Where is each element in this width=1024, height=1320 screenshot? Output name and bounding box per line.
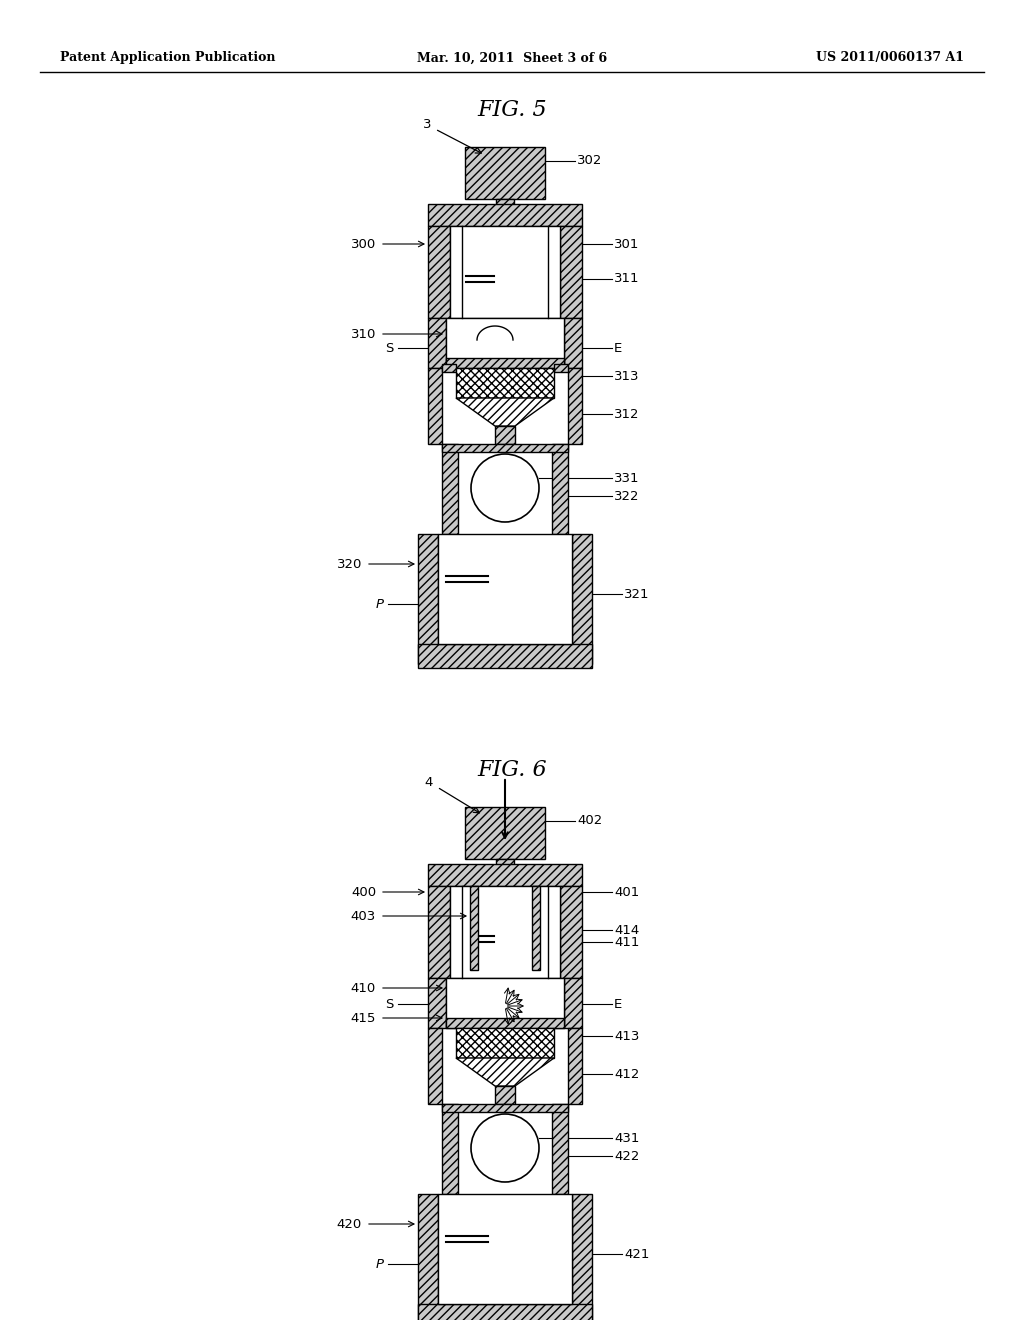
Circle shape xyxy=(471,1114,539,1181)
Bar xyxy=(446,358,564,368)
Bar xyxy=(418,644,592,668)
Text: 3: 3 xyxy=(423,119,431,132)
Text: 431: 431 xyxy=(614,1131,639,1144)
Text: 320: 320 xyxy=(337,557,362,570)
Bar xyxy=(442,1104,568,1111)
Bar xyxy=(442,1104,458,1195)
Bar xyxy=(554,364,568,372)
Text: FIG. 6: FIG. 6 xyxy=(477,759,547,781)
Text: 410: 410 xyxy=(351,982,376,994)
Text: E: E xyxy=(614,342,623,355)
Bar xyxy=(428,368,442,444)
Bar xyxy=(442,444,458,535)
Bar xyxy=(450,226,560,318)
Bar xyxy=(495,1086,515,1104)
Text: 412: 412 xyxy=(614,1068,639,1081)
Bar xyxy=(428,1028,442,1104)
Text: US 2011/0060137 A1: US 2011/0060137 A1 xyxy=(816,51,964,65)
Text: 413: 413 xyxy=(614,1030,639,1043)
Text: 422: 422 xyxy=(614,1150,639,1163)
Bar xyxy=(442,364,456,372)
Text: 313: 313 xyxy=(614,370,640,383)
Text: 312: 312 xyxy=(614,408,640,421)
Bar xyxy=(456,368,554,399)
Bar xyxy=(552,1104,568,1195)
Text: FIG. 5: FIG. 5 xyxy=(477,99,547,121)
Text: 331: 331 xyxy=(614,471,640,484)
Text: 322: 322 xyxy=(614,490,640,503)
Text: 403: 403 xyxy=(351,909,376,923)
Bar xyxy=(418,1195,438,1320)
Bar xyxy=(446,978,564,1028)
Text: S: S xyxy=(386,342,394,355)
Circle shape xyxy=(471,454,539,521)
Bar xyxy=(496,859,514,894)
Bar xyxy=(465,147,545,199)
Text: 400: 400 xyxy=(351,886,376,899)
Bar xyxy=(564,978,582,1028)
Text: E: E xyxy=(614,998,623,1011)
Text: 302: 302 xyxy=(577,154,602,168)
Bar xyxy=(418,535,438,664)
Bar xyxy=(552,444,568,535)
Text: 311: 311 xyxy=(614,272,640,285)
Bar xyxy=(428,978,446,1028)
Bar xyxy=(450,886,560,978)
Bar xyxy=(568,1028,582,1104)
Bar xyxy=(418,1304,592,1320)
Bar xyxy=(572,535,592,664)
Text: 300: 300 xyxy=(351,238,376,251)
Text: 421: 421 xyxy=(624,1247,649,1261)
Text: P: P xyxy=(376,598,384,610)
Bar xyxy=(496,199,514,234)
Bar xyxy=(428,226,450,318)
Text: 301: 301 xyxy=(614,238,639,251)
Text: Patent Application Publication: Patent Application Publication xyxy=(60,51,275,65)
Polygon shape xyxy=(456,1059,554,1086)
Bar xyxy=(442,444,568,451)
Text: 321: 321 xyxy=(624,587,649,601)
Text: 415: 415 xyxy=(350,1011,376,1024)
Text: 414: 414 xyxy=(614,924,639,936)
Bar xyxy=(438,1195,572,1304)
Text: 310: 310 xyxy=(350,327,376,341)
Bar xyxy=(428,205,582,226)
Bar xyxy=(446,1018,564,1028)
Bar xyxy=(428,886,450,978)
Text: 411: 411 xyxy=(614,936,639,949)
Bar xyxy=(428,865,582,886)
Bar xyxy=(438,535,572,644)
Text: Mar. 10, 2011  Sheet 3 of 6: Mar. 10, 2011 Sheet 3 of 6 xyxy=(417,51,607,65)
Bar xyxy=(572,1195,592,1320)
Polygon shape xyxy=(456,399,554,426)
Bar xyxy=(428,318,446,368)
Bar xyxy=(470,886,478,970)
Bar xyxy=(465,807,545,859)
Text: S: S xyxy=(386,998,394,1011)
Bar xyxy=(564,318,582,368)
Text: 4: 4 xyxy=(425,776,433,789)
Text: 420: 420 xyxy=(337,1217,362,1230)
Bar xyxy=(568,368,582,444)
Text: 402: 402 xyxy=(577,814,602,828)
Bar xyxy=(560,226,582,318)
Bar xyxy=(495,426,515,444)
Bar xyxy=(532,886,540,970)
Bar xyxy=(446,318,564,368)
Text: P: P xyxy=(376,1258,384,1270)
Text: 401: 401 xyxy=(614,886,639,899)
Bar xyxy=(456,1028,554,1059)
Bar xyxy=(560,886,582,978)
